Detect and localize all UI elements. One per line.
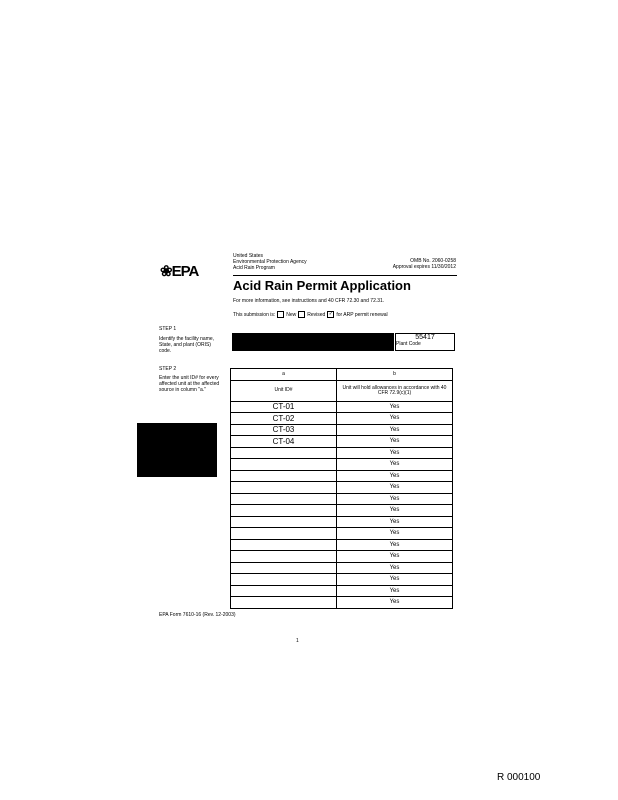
submission-type: This submission is: New Revised ✓ for ARP… bbox=[233, 311, 388, 318]
unit-id-cell bbox=[230, 458, 337, 471]
allowance-cell: Yes bbox=[336, 538, 453, 551]
table-row: CT-03 Yes bbox=[230, 423, 453, 436]
table-row: Yes bbox=[230, 469, 453, 482]
table-row: Yes bbox=[230, 550, 453, 563]
unit-id-cell bbox=[230, 538, 337, 551]
allowance-cell: Yes bbox=[336, 458, 453, 471]
column-header: Unit ID# bbox=[230, 379, 337, 402]
header-rule bbox=[233, 275, 457, 276]
redacted-block bbox=[137, 423, 217, 477]
option-label: for ARP permit renewal bbox=[336, 311, 388, 318]
bates-number: R 000100 bbox=[497, 772, 541, 783]
table-row: Yes bbox=[230, 596, 453, 609]
allowance-cell: Yes bbox=[336, 446, 453, 459]
agency-line: United States bbox=[233, 253, 264, 259]
unit-id-cell bbox=[230, 446, 337, 459]
unit-id-cell: CT-03 bbox=[230, 423, 337, 436]
page-number: 1 bbox=[296, 638, 299, 644]
table-row: Yes bbox=[230, 527, 453, 540]
allowance-cell: Yes bbox=[336, 492, 453, 505]
unit-id-cell bbox=[230, 561, 337, 574]
option-label: New bbox=[286, 311, 297, 318]
instructions: For more information, see instructions a… bbox=[233, 298, 385, 304]
column-header: Unit will hold allowances in accordance … bbox=[336, 379, 453, 402]
allowance-cell: Yes bbox=[336, 400, 453, 413]
unit-id-cell bbox=[230, 504, 337, 517]
table-row: CT-04 Yes bbox=[230, 435, 453, 448]
unit-id-cell bbox=[230, 550, 337, 563]
redacted-facility-name bbox=[232, 333, 394, 351]
table-row: Yes bbox=[230, 538, 453, 551]
table-row: CT-01 Yes bbox=[230, 400, 453, 413]
step1-text: Identify the facility name, State, and p… bbox=[159, 336, 215, 354]
agency-block: United States Environmental Protection A… bbox=[233, 253, 307, 271]
column-letter: b bbox=[336, 368, 453, 381]
table-row: Yes bbox=[230, 504, 453, 517]
unit-id-cell bbox=[230, 584, 337, 597]
plant-code-box: 55417 Plant Code bbox=[395, 333, 455, 351]
step1-label: STEP 1 bbox=[159, 326, 177, 332]
step2-text: Enter the unit ID# for every affected un… bbox=[159, 375, 220, 393]
checkbox-renewal[interactable]: ✓ bbox=[327, 311, 335, 318]
allowance-cell: Yes bbox=[336, 515, 453, 528]
unit-id-cell bbox=[230, 469, 337, 482]
checkbox-new[interactable] bbox=[277, 311, 285, 318]
plant-code: 55417 bbox=[415, 334, 435, 341]
allowance-cell: Yes bbox=[336, 481, 453, 494]
allowance-cell: Yes bbox=[336, 469, 453, 482]
table-row: Yes bbox=[230, 584, 453, 597]
table-row: Yes bbox=[230, 446, 453, 459]
allowance-cell: Yes bbox=[336, 550, 453, 563]
allowance-cell: Yes bbox=[336, 435, 453, 448]
allowance-cell: Yes bbox=[336, 504, 453, 517]
unit-id-cell bbox=[230, 492, 337, 505]
unit-id-cell: CT-01 bbox=[230, 400, 337, 413]
unit-id-cell bbox=[230, 573, 337, 586]
unit-id-cell bbox=[230, 527, 337, 540]
agency-line: Acid Rain Program bbox=[233, 265, 275, 271]
allowance-cell: Yes bbox=[336, 584, 453, 597]
form-id: EPA Form 7610-16 (Rev. 12-2003) bbox=[159, 612, 236, 618]
submission-label: This submission is: bbox=[233, 311, 276, 318]
table-row: Yes bbox=[230, 481, 453, 494]
approval-expiry: Approval expires 11/30/2012 bbox=[392, 264, 456, 270]
allowance-cell: Yes bbox=[336, 412, 453, 425]
allowance-cell: Yes bbox=[336, 527, 453, 540]
epa-logo: ❀EPA bbox=[160, 263, 199, 280]
unit-id-cell bbox=[230, 596, 337, 609]
omb-number: OMB No. 2060-0258 bbox=[410, 258, 456, 264]
allowance-cell: Yes bbox=[336, 423, 453, 436]
omb-block: OMB No. 2060-0258 Approval expires 11/30… bbox=[380, 258, 456, 270]
agency-line: Environmental Protection Agency bbox=[233, 259, 307, 265]
unit-id-cell bbox=[230, 481, 337, 494]
column-letter: a bbox=[230, 368, 337, 381]
unit-id-cell bbox=[230, 515, 337, 528]
table-row: CT-02 Yes bbox=[230, 412, 453, 425]
table-row: Yes bbox=[230, 458, 453, 471]
page-title: Acid Rain Permit Application bbox=[233, 278, 411, 293]
allowance-cell: Yes bbox=[336, 561, 453, 574]
table-row: Yes bbox=[230, 492, 453, 505]
allowance-cell: Yes bbox=[336, 573, 453, 586]
unit-id-cell: CT-04 bbox=[230, 435, 337, 448]
allowance-cell: Yes bbox=[336, 596, 453, 609]
step2-label: STEP 2 bbox=[159, 366, 177, 372]
option-label: Revised bbox=[307, 311, 326, 318]
table-row: Yes bbox=[230, 515, 453, 528]
table-row: Yes bbox=[230, 573, 453, 586]
checkbox-revised[interactable] bbox=[298, 311, 306, 318]
table-row: Yes bbox=[230, 561, 453, 574]
unit-id-cell: CT-02 bbox=[230, 412, 337, 425]
plant-code-label: Plant Code bbox=[396, 341, 421, 347]
